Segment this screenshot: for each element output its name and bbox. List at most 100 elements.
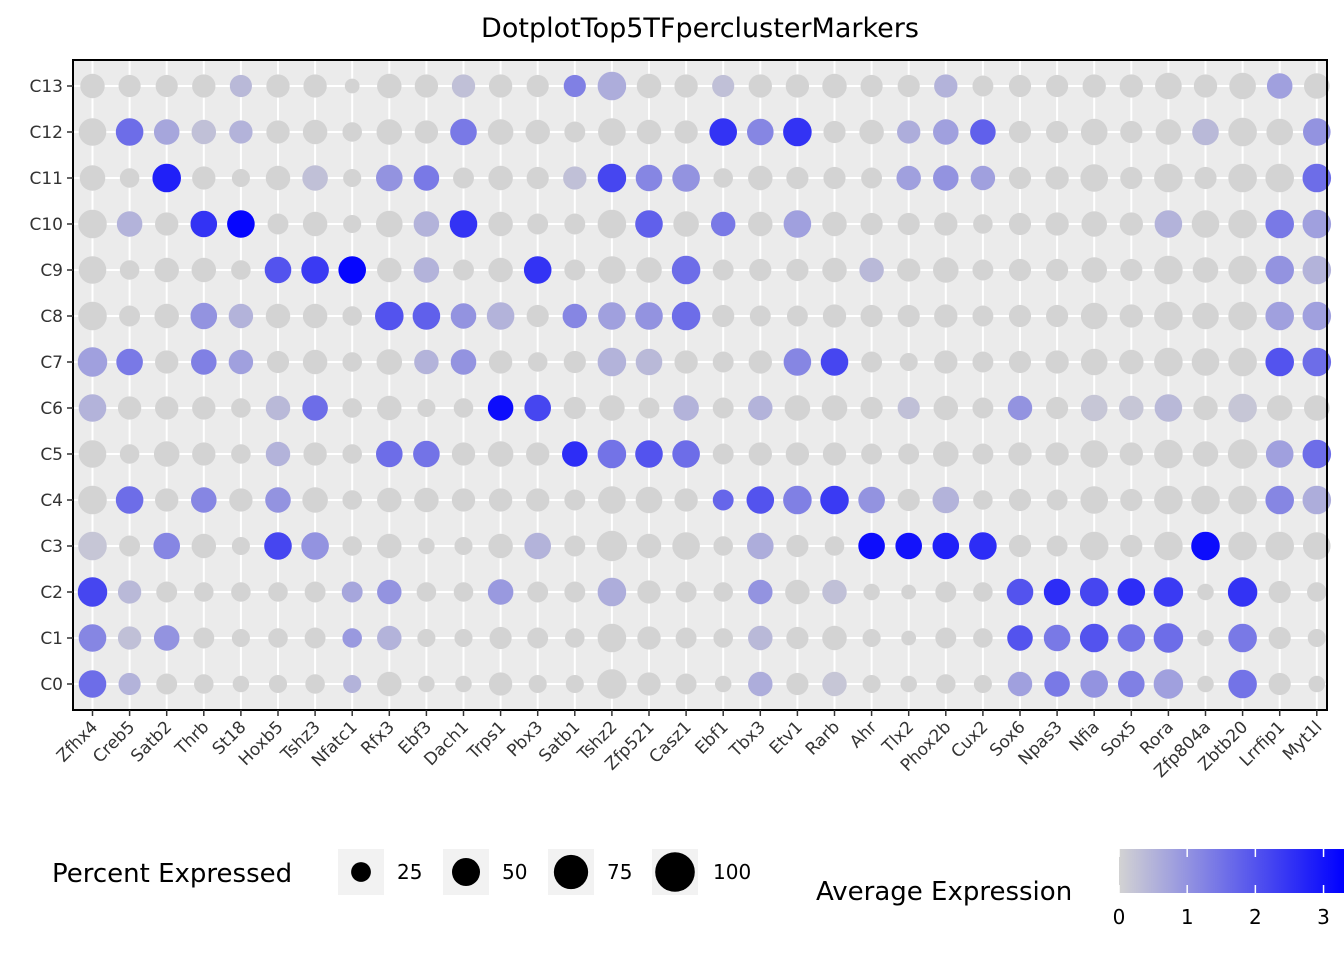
dot-C4-Nfia <box>1080 486 1108 514</box>
dot-C11-Cux2 <box>970 165 996 191</box>
dot-C7-Ahr <box>861 351 883 373</box>
dot-C2-Thrb <box>194 582 214 602</box>
dot-C7-Rora <box>1154 347 1183 377</box>
dot-C0-Rarb <box>822 671 847 697</box>
dot-C1-Creb5 <box>117 626 142 650</box>
x-tick-label-Ahr: Ahr <box>846 717 881 752</box>
dot-C11-Myt1l <box>1302 163 1332 193</box>
dot-C2-Ebf1 <box>713 582 733 602</box>
dot-C9-Zfp804a <box>1192 257 1219 283</box>
dot-C0-Creb5 <box>118 672 141 696</box>
dot-C9-Zfp521 <box>636 257 662 283</box>
dot-C2-Rarb <box>822 579 847 605</box>
dot-C0-Phox2b <box>936 674 956 694</box>
dot-C0-Satb2 <box>156 673 178 695</box>
dot-C13-Trps1 <box>488 74 513 98</box>
dot-C3-Dach1 <box>454 536 473 556</box>
dot-C11-Casz1 <box>672 164 700 192</box>
dot-C5-Casz1 <box>672 440 700 468</box>
dot-C13-Nfatc1 <box>344 78 360 94</box>
dot-C4-Ebf3 <box>414 487 439 513</box>
dot-C8-Tlx2 <box>897 304 920 328</box>
dot-C11-Ebf3 <box>413 165 440 191</box>
dot-C6-Npas3 <box>1046 396 1069 420</box>
dot-C7-Cux2 <box>972 351 994 373</box>
dot-C1-Ebf3 <box>417 628 436 648</box>
dot-C11-Trps1 <box>488 165 513 191</box>
dot-C5-Lrrfip1 <box>1265 440 1294 468</box>
y-tick-label-C7: C7 <box>40 353 63 373</box>
dot-C1-Npas3 <box>1043 624 1071 652</box>
dot-C7-Sox5 <box>1119 349 1144 375</box>
x-tick-label-Myt1l: Myt1l <box>1279 717 1326 764</box>
dot-C2-Tlx2 <box>901 584 917 600</box>
dots-layer <box>77 71 1332 699</box>
dot-C11-Ebf1 <box>713 168 733 188</box>
dot-C9-Sox6 <box>1008 258 1032 282</box>
dot-C4-Tshz2 <box>598 486 626 514</box>
dot-C6-Rarb <box>821 395 848 421</box>
dot-C6-Tshz2 <box>599 395 625 421</box>
dot-C10-St18 <box>227 210 255 238</box>
dot-C5-Zbtb20 <box>1227 439 1258 469</box>
dot-C2-Nfia <box>1079 577 1109 607</box>
dot-C2-Zfp804a <box>1197 583 1214 601</box>
dot-C13-Satb2 <box>155 74 178 98</box>
dot-C4-Ebf1 <box>712 489 734 511</box>
dot-C2-Zbtb20 <box>1227 577 1258 607</box>
x-tick-label-Etv1: Etv1 <box>766 717 807 758</box>
dot-C4-Tshz3 <box>302 487 328 513</box>
dot-C2-St18 <box>231 582 251 602</box>
dot-C12-Rarb <box>823 120 846 144</box>
dot-C13-Rarb <box>822 73 847 99</box>
dot-C8-Pbx3 <box>526 304 549 328</box>
dot-C9-St18 <box>231 260 251 280</box>
dot-C13-Satb1 <box>563 74 586 98</box>
dot-C10-Ebf1 <box>710 211 736 237</box>
dot-C9-Tbx3 <box>749 258 772 282</box>
dot-C6-Thrb <box>192 396 216 420</box>
x-tick-label-Creb5: Creb5 <box>89 717 139 767</box>
dot-C5-Myt1l <box>1302 439 1332 469</box>
dot-C3-Ebf3 <box>418 537 435 555</box>
dot-C4-Satb1 <box>564 489 586 511</box>
dot-C8-Ebf1 <box>712 304 735 328</box>
dot-C8-Ebf3 <box>412 302 441 330</box>
dot-C7-Tbx3 <box>748 350 772 374</box>
dot-C10-Ahr <box>860 212 883 236</box>
dot-C11-Tlx2 <box>896 165 921 191</box>
dot-C1-Etv1 <box>786 626 809 650</box>
dot-C10-Cux2 <box>973 214 993 234</box>
dot-C1-Tshz3 <box>304 627 326 649</box>
dot-C9-Thrb <box>191 257 217 283</box>
dot-C2-Creb5 <box>117 580 142 604</box>
y-tick-label-C12: C12 <box>29 123 63 143</box>
dot-C5-Dach1 <box>451 442 476 466</box>
dot-C13-St18 <box>229 74 252 98</box>
dot-C0-Zfp804a <box>1197 675 1214 693</box>
dot-C8-Dach1 <box>450 303 477 329</box>
dot-C6-Casz1 <box>673 395 699 421</box>
dot-C6-Trps1 <box>487 395 514 421</box>
dot-C9-Hoxb5 <box>264 256 292 284</box>
dot-C6-Hoxb5 <box>265 395 291 421</box>
dot-C13-Npas3 <box>1046 74 1069 98</box>
dot-C0-Tlx2 <box>900 675 917 693</box>
dot-C7-Hoxb5 <box>266 350 290 374</box>
dot-C9-Trps1 <box>488 257 513 283</box>
dot-C7-Etv1 <box>783 348 812 376</box>
dot-C7-Ebf3 <box>414 349 439 375</box>
dot-C7-Pbx3 <box>527 352 548 372</box>
dot-C10-Dach1 <box>449 210 478 238</box>
dot-C5-Tlx2 <box>898 443 920 465</box>
dot-C13-Sox5 <box>1119 74 1143 98</box>
dot-C12-Nfia <box>1080 118 1108 146</box>
dot-C6-St18 <box>231 398 251 418</box>
dot-C1-Zbtb20 <box>1228 623 1257 653</box>
dot-C9-Satb1 <box>564 259 586 281</box>
dot-C0-Tbx3 <box>748 671 773 697</box>
dot-C3-Tshz2 <box>596 530 628 562</box>
size-legend-label-50: 50 <box>502 860 527 884</box>
dot-C12-Myt1l <box>1303 118 1331 146</box>
dot-C11-Rfx3 <box>376 164 403 192</box>
